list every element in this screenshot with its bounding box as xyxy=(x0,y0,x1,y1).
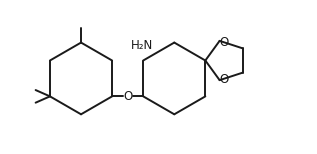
Text: O: O xyxy=(123,90,132,103)
Text: O: O xyxy=(219,36,228,49)
Text: O: O xyxy=(219,73,228,85)
Text: H₂N: H₂N xyxy=(131,39,153,52)
